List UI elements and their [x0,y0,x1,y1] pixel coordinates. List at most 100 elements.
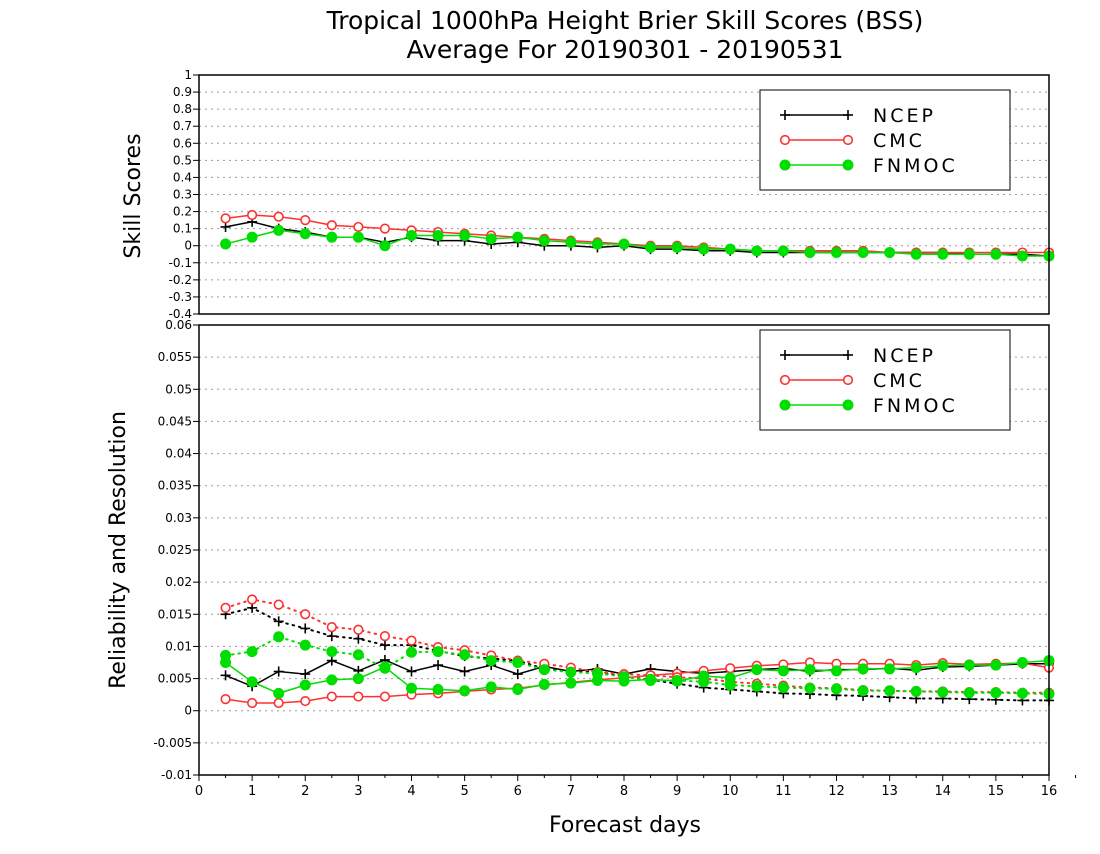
xtick-label: 10 [722,784,739,799]
rel-series-fnmoc-solid-point [937,660,949,672]
skill-series-cmc-point [220,213,231,224]
rel-ytick-label: 0.02 [165,575,192,589]
rel-series-fnmoc-dotted-point [512,657,524,668]
skill-series-cmc-point [300,215,311,226]
rel-series-cmc-dotted-point [300,609,311,620]
rel-series-fnmoc-solid-point [565,677,577,689]
skill-series-cmc-point [353,221,364,233]
chart-title-line2: Average For 20190301 - 20190531 [406,35,843,64]
skill-series-fnmoc-point [963,248,975,260]
rel-series-fnmoc-dotted-point [485,655,497,667]
rel-ytick-label: 0 [184,704,192,718]
rel-series-fnmoc-dotted-point [299,639,311,651]
skill-series-fnmoc-point [299,228,311,240]
rel-series-cmc-solid-point [725,663,736,674]
skill-ytick-label: 0.9 [173,85,192,99]
rel-series-fnmoc-solid-point [751,664,763,676]
skill-series-fnmoc-point [512,231,524,243]
xtick-label: 14 [934,784,951,799]
rel-series-cmc-dotted-point [406,635,417,646]
rel-ytick-label: 0.035 [158,479,192,493]
skill-ytick-label: 0.8 [173,102,192,116]
rel-ytick-label: 0.045 [158,414,192,428]
skill-series-fnmoc-point [591,238,603,250]
skill-series-fnmoc-point [831,247,842,259]
skill-series-fnmoc-point [671,241,683,253]
skill-series-cmc-point [379,223,391,234]
skill-series-fnmoc-point [538,235,550,247]
rel-series-ncep-solid-point [459,666,470,677]
skill-legend-fnmoc-marker [842,159,854,171]
rel-series-fnmoc-solid-point [299,679,311,691]
skill-ytick-label: 0.5 [173,153,192,167]
skill-series-fnmoc-point [326,231,338,243]
rel-series-cmc-dotted-point [379,631,391,642]
rel-series-fnmoc-solid-point [246,676,258,688]
rel-ytick-label: 0.04 [165,447,192,461]
rel-series-cmc-solid-point [220,694,231,705]
rel-legend-cmc-marker [779,374,791,386]
skill-series-fnmoc-point [910,248,922,260]
rel-series-fnmoc-dotted-point [591,667,603,679]
rel-series-cmc-solid-point [326,691,337,702]
rel-series-ncep-solid-point [273,666,284,677]
rel-series-fnmoc-solid-point [804,664,816,676]
skill-series-fnmoc-point [645,241,657,253]
rel-series-fnmoc-dotted-point [990,687,1002,699]
rel-series-fnmoc-dotted-point [777,682,789,694]
rel-ytick-label: -0.005 [153,736,192,750]
rel-series-fnmoc-dotted-point [724,679,736,691]
rel-series-ncep-solid-point [220,670,231,681]
rel-ytick-label: -0.01 [161,768,192,782]
rel-series-fnmoc-dotted-point [671,675,683,686]
skill-series-fnmoc-point [485,233,497,245]
rel-series-ncep-solid-point [406,666,417,677]
rel-ytick-label: 0.06 [165,318,192,332]
rel-series-fnmoc-dotted-point [831,683,842,695]
rel-series-ncep-dotted-point [273,616,284,627]
xtick-label: 6 [514,784,522,799]
xtick-label: 2 [301,784,309,799]
rel-legend-fnmoc-marker [779,399,791,411]
rel-ytick-label: 0.01 [165,639,192,653]
rel-series-fnmoc-dotted-point [963,687,975,699]
x-axis-label: Forecast days [549,813,701,838]
rel-series-fnmoc-solid-point [884,663,896,675]
rel-series-cmc-solid-point [300,695,311,707]
skill-series-fnmoc-point [565,236,577,248]
rel-series-fnmoc-dotted-line [224,635,1050,695]
rel-plot-frame [198,324,1050,776]
rel-legend-ncep-marker [780,350,790,360]
xtick-label: 7 [567,784,575,799]
rel-series-cmc-solid-point [353,691,364,702]
skill-ytick-label: 0.4 [173,170,192,184]
rel-ytick-label: 0.05 [165,382,192,396]
skill-scores-y-axis-label: Skill Scores [121,133,146,258]
rel-series-fnmoc-solid-point [831,665,842,677]
rel-series-fnmoc-solid-point [459,685,471,697]
skill-series-fnmoc-point [804,247,816,259]
reliability-y-axis-label: Reliability and Resolution [106,411,131,689]
xtick-label: 15 [988,784,1005,799]
skill-series-fnmoc-point [220,238,232,250]
rel-series-fnmoc-dotted-point [352,649,364,661]
rel-series-fnmoc-solid-point [910,662,922,674]
rel-series-ncep-solid-point [326,655,337,666]
skill-series-fnmoc-point [698,243,710,255]
skill-series-cmc-point [273,211,284,222]
rel-legend-fnmoc-marker [842,399,854,411]
skill-legend-cmc-label: CMC [873,130,925,152]
rel-series-ncep-dotted-point [326,631,337,642]
skill-legend: NCEP CMC FNMOC [759,89,1011,191]
skill-series-fnmoc-point [618,238,630,250]
rel-series-fnmoc-solid-point [777,665,789,677]
skill-legend-cmc-marker [842,134,854,146]
xtick-label: 13 [881,784,898,799]
rel-series-fnmoc-dotted-point [804,682,816,694]
rel-series-fnmoc-dotted-point [910,685,922,697]
skill-ytick-label: 0.2 [173,205,192,219]
rel-series-ncep-solid-point [512,669,523,680]
xtick-label: 0 [195,784,203,799]
rel-series-fnmoc-dotted-point [751,680,763,692]
